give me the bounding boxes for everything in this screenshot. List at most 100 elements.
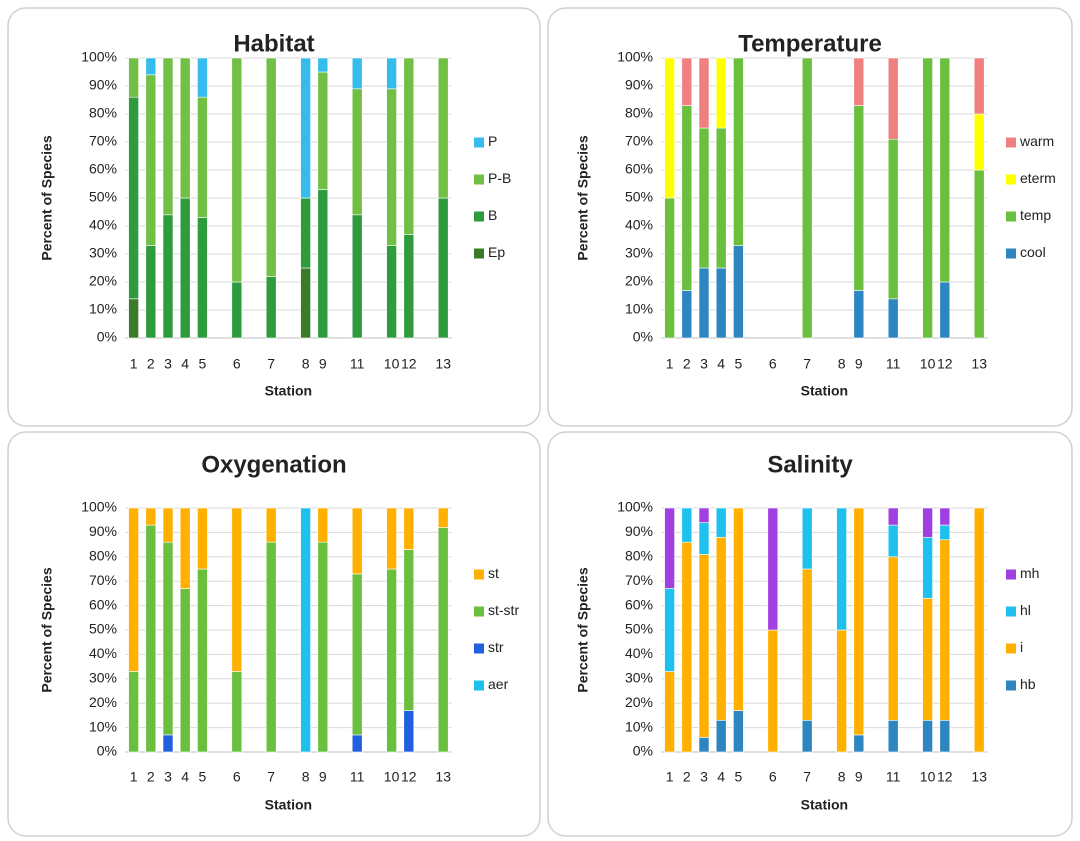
y-tick-label: 30% [89,245,117,261]
legend-swatch [1006,643,1016,654]
bar-segment [698,507,710,523]
legend-label: warm [1019,133,1054,149]
legend-swatch [1006,174,1016,185]
x-axis-title: Station [265,383,312,399]
y-tick-label: 20% [625,273,653,289]
bar-segment [801,568,813,721]
x-tick-label: 1 [666,356,674,372]
bar-segment [403,234,415,339]
bar-segment [162,214,174,339]
bar-segment [351,57,363,90]
y-axis-title: Percent of Species [575,567,591,692]
bar-segment [197,217,208,339]
x-tick-label: 11 [350,769,365,785]
bar-segment [922,597,933,721]
y-tick-label: 80% [89,105,117,121]
y-tick-label: 0% [633,329,653,345]
legend-label: aer [488,676,509,692]
bar-segment [733,57,744,246]
y-tick-label: 90% [89,523,117,539]
bar-segment [887,524,899,558]
y-tick-label: 80% [625,105,653,121]
bar-segment [317,189,329,339]
x-tick-label: 7 [803,769,811,785]
y-tick-label: 100% [81,49,117,65]
bar-segment [128,671,139,753]
x-tick-label: 6 [769,356,777,372]
bar-segment [939,281,951,339]
y-tick-label: 50% [89,189,117,205]
x-tick-label: 9 [319,356,327,372]
legend-swatch [474,248,484,259]
y-tick-label: 50% [625,189,653,205]
bar-segment [351,734,363,753]
y-axis-title: Percent of Species [39,567,55,692]
legend-swatch [474,211,484,222]
bar-segment [386,568,397,753]
x-tick-label: 8 [302,769,310,785]
bar-segment [386,245,397,339]
bar-segment [128,57,139,98]
bar-segment [145,74,157,246]
x-tick-label: 5 [735,356,743,372]
chart-title: Salinity [767,451,853,478]
bar-segment [179,507,191,589]
x-tick-label: 4 [181,356,189,372]
x-tick-label: 10 [384,769,400,785]
x-tick-label: 2 [683,769,691,785]
bar-segment [145,524,157,753]
y-tick-label: 100% [617,49,653,65]
bar-segment [351,573,363,736]
y-tick-label: 70% [89,133,117,149]
bar-segment [179,197,191,339]
x-tick-label: 6 [233,769,241,785]
x-tick-label: 12 [937,356,953,372]
x-tick-label: 3 [164,356,172,372]
bar-segment [437,57,449,199]
bar-segment [351,214,363,339]
legend-swatch [1006,569,1016,580]
x-tick-label: 8 [302,356,310,372]
bar-segment [403,710,415,753]
x-tick-label: 3 [700,356,708,372]
bar-segment [231,281,243,339]
x-tick-label: 3 [700,769,708,785]
x-tick-label: 7 [803,356,811,372]
bar-segment [887,138,899,300]
y-tick-label: 10% [625,301,653,317]
bar-segment [145,245,157,339]
y-tick-label: 0% [97,743,117,759]
bar-segment [887,507,899,526]
bar-segment [197,507,208,570]
x-tick-label: 9 [855,769,863,785]
x-tick-label: 11 [350,356,365,372]
y-tick-label: 70% [89,572,117,588]
bar-segment [664,197,675,339]
legend-swatch [1006,211,1016,222]
y-tick-label: 60% [625,161,653,177]
chart-title: Oxygenation [201,451,346,478]
x-axis-title: Station [801,797,848,813]
y-tick-label: 100% [617,499,653,515]
y-tick-label: 0% [633,743,653,759]
legend-label: hl [1020,602,1031,618]
bar-segment [698,522,710,555]
x-tick-label: 8 [838,356,846,372]
y-tick-label: 30% [89,670,117,686]
bar-segment [681,507,693,543]
bar-segment [853,105,865,291]
bar-segment [162,507,174,543]
bar-segment [179,588,191,753]
x-tick-label: 3 [164,769,172,785]
bar-segment [351,88,363,216]
bar-segment [939,507,951,526]
bar-segment [681,57,693,106]
y-tick-label: 60% [89,596,117,612]
x-tick-label: 12 [937,769,953,785]
x-tick-label: 12 [401,356,417,372]
y-tick-label: 40% [625,217,653,233]
x-tick-label: 10 [920,356,936,372]
bar-segment [836,629,847,753]
bar-segment [887,57,899,140]
